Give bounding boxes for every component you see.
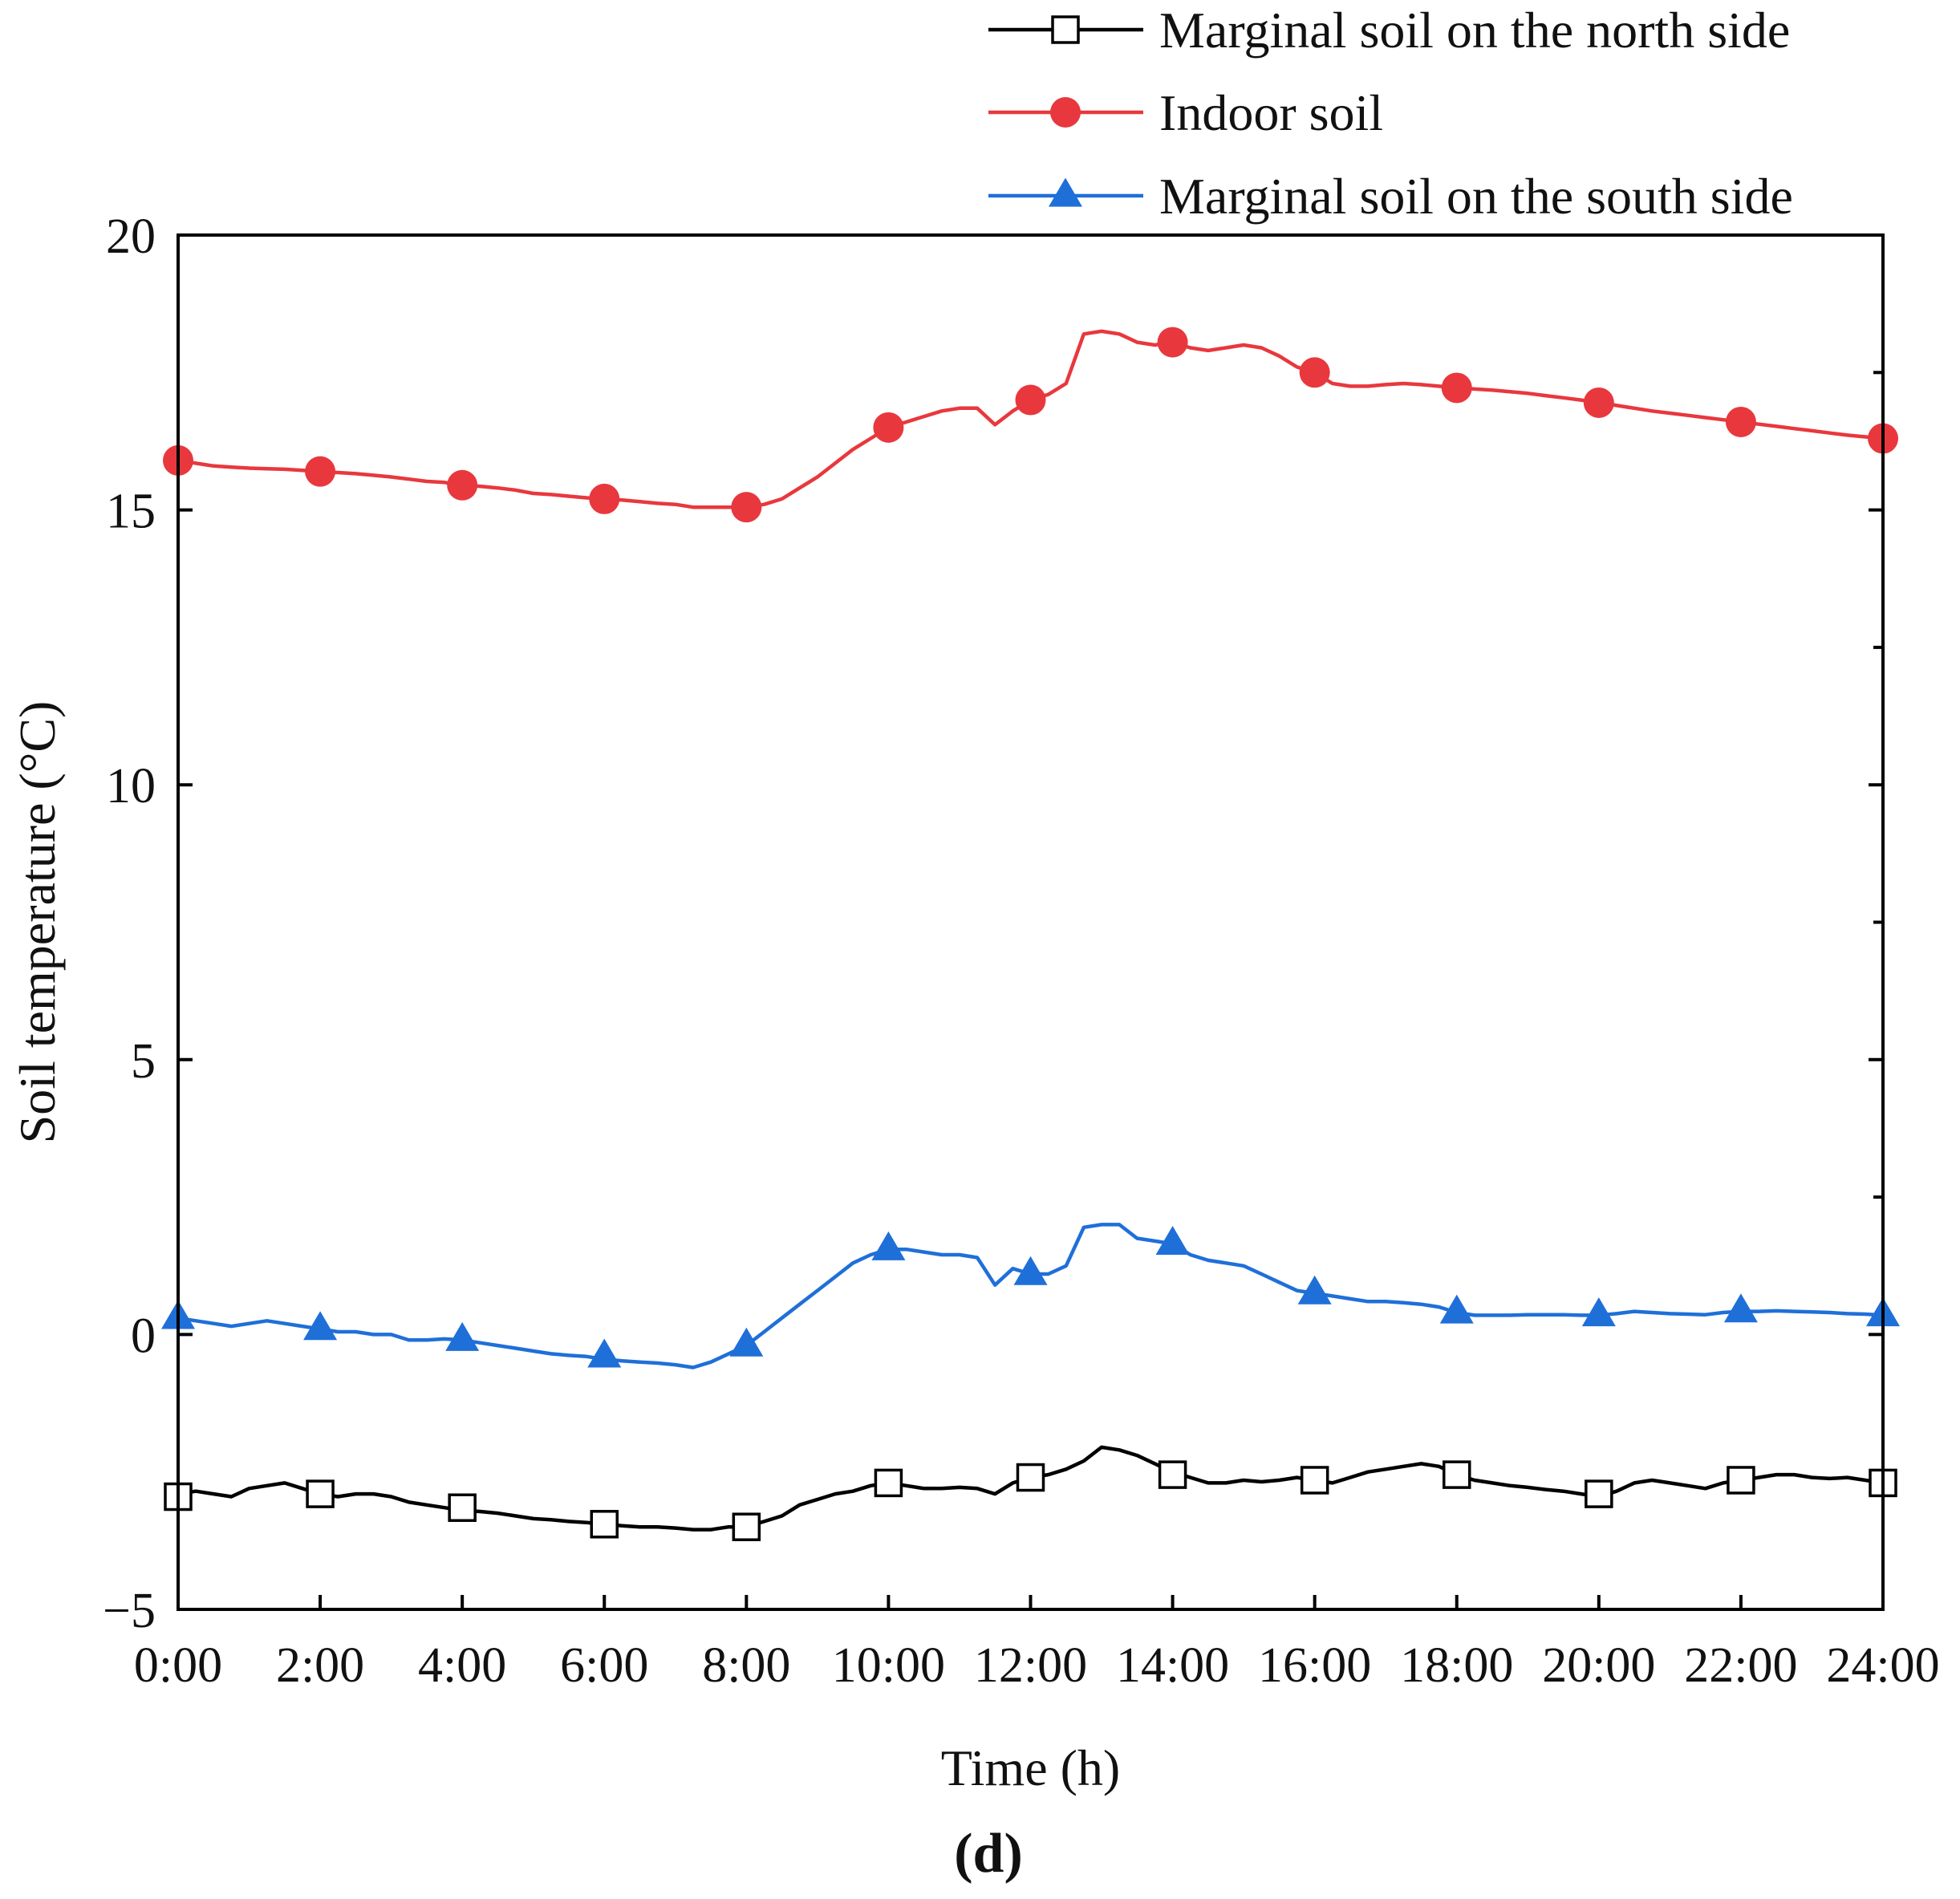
x-tick-label: 8:00 (702, 1638, 790, 1693)
data-point-marker (1015, 384, 1046, 416)
series-line (177, 329, 1884, 509)
data-point-marker (1300, 1466, 1329, 1495)
data-point-marker (589, 483, 620, 514)
y-tick-label: 20 (106, 209, 156, 264)
y-tick-label: 10 (106, 759, 156, 814)
data-point-marker (447, 469, 478, 501)
legend-item: Indoor soil (988, 84, 1383, 141)
data-point-marker (1725, 406, 1756, 437)
data-point-marker (1016, 1463, 1045, 1492)
data-point-marker (1723, 1293, 1758, 1323)
data-point-marker (1013, 1256, 1048, 1285)
data-point-marker (731, 492, 762, 523)
legend-item: Marginal soil on the south side (988, 168, 1793, 225)
data-point-marker (1157, 327, 1188, 358)
data-point-marker (1585, 1479, 1613, 1508)
x-tick-label: 12:00 (974, 1638, 1087, 1693)
legend-label: Marginal soil on the south side (1159, 168, 1793, 225)
x-tick-label: 18:00 (1400, 1638, 1513, 1693)
x-tick-label: 16:00 (1258, 1638, 1371, 1693)
data-point-marker (587, 1338, 622, 1368)
legend-label: Marginal soil on the north side (1159, 2, 1790, 59)
data-point-marker (1727, 1466, 1755, 1495)
data-point-marker (873, 412, 904, 443)
data-point-marker (1439, 1294, 1474, 1324)
data-point-marker (732, 1512, 761, 1541)
data-point-marker (1155, 1226, 1190, 1256)
data-point-marker (1443, 1460, 1471, 1489)
legend-marker (1049, 177, 1082, 207)
data-point-marker (1299, 357, 1330, 388)
x-tick-label: 4:00 (418, 1638, 506, 1693)
x-tick-label: 24:00 (1826, 1638, 1939, 1693)
legend-marker (1050, 97, 1081, 128)
y-tick-label: 15 (106, 485, 156, 539)
y-tick-labels: −5 0 5 10 15 20 (103, 209, 156, 1638)
x-axis-title: Time (h) (941, 1739, 1120, 1796)
data-point-marker (871, 1231, 906, 1260)
x-tick-label: 6:00 (560, 1638, 648, 1693)
x-tick-label: 20:00 (1542, 1638, 1655, 1693)
data-point-marker (1297, 1275, 1332, 1305)
y-tick-label: 5 (131, 1034, 156, 1089)
x-tick-label: 0:00 (134, 1638, 222, 1693)
series-indoor-soil (163, 327, 1898, 523)
data-point-marker (303, 1311, 338, 1341)
data-point-marker (729, 1327, 764, 1357)
tick-layer (177, 233, 1885, 1611)
y-tick-label: 0 (131, 1309, 156, 1363)
legend-label: Indoor soil (1159, 84, 1383, 141)
data-point-marker (1441, 372, 1472, 404)
panel-label: (d) (954, 1823, 1023, 1885)
y-axis-title: Soil temperature (°C) (9, 701, 66, 1144)
plot-frame (177, 233, 1885, 1611)
x-tick-label: 10:00 (832, 1638, 945, 1693)
x-tick-label: 2:00 (276, 1638, 364, 1693)
data-point-marker (874, 1468, 903, 1498)
data-point-marker (1581, 1297, 1616, 1327)
data-point-marker (1583, 387, 1614, 418)
x-tick-label: 14:00 (1116, 1638, 1229, 1693)
series-line (177, 1223, 1884, 1369)
x-tick-label: 22:00 (1684, 1638, 1797, 1693)
y-tick-label: −5 (103, 1584, 156, 1638)
data-point-marker (1158, 1460, 1187, 1489)
series-marginal-soil-on-the-south-side (161, 1223, 1900, 1369)
legend: Marginal soil on the north side Indoor so… (988, 2, 1793, 225)
data-point-marker (305, 456, 336, 487)
series-marginal-soil-on-the-north-side (164, 1445, 1897, 1541)
data-point-marker (306, 1479, 335, 1508)
legend-marker (1051, 15, 1080, 44)
legend-item: Marginal soil on the north side (988, 2, 1790, 59)
data-point-marker (445, 1321, 480, 1351)
series-layer (161, 327, 1900, 1541)
data-point-marker (448, 1493, 477, 1522)
x-tick-labels: 0:00 2:00 4:00 6:00 8:00 10:00 12:00 14:00 16:00… (134, 1638, 1940, 1693)
data-point-marker (590, 1510, 619, 1539)
